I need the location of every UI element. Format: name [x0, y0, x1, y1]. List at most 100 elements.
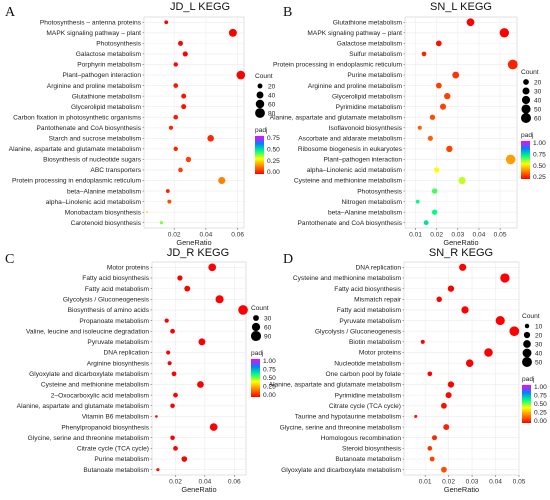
count-legend-title: Count	[521, 69, 539, 76]
category-label: Carotenoid biosynthesis	[71, 220, 142, 227]
category-label: beta–Alanine metabolism	[328, 209, 403, 216]
padj-legend-label: 0.00	[534, 418, 547, 425]
category-label: Porphyrin metabolism	[77, 62, 141, 69]
category-label: Fatty acid metabolism	[337, 307, 402, 314]
data-point	[164, 20, 169, 25]
panel-title: SN_L KEGG	[430, 1, 492, 13]
data-point	[431, 209, 438, 215]
category-label: Pyrimidine metabolism	[336, 104, 403, 111]
count-legend-label: 20	[535, 332, 543, 339]
category-label: Pyrimidine metabolism	[335, 392, 402, 399]
data-point	[458, 176, 466, 185]
data-point	[441, 402, 447, 409]
category-label: Glycolysis / Gluconeogenesis	[63, 296, 150, 303]
data-point	[452, 71, 460, 79]
category-label: Galactose metabolism	[337, 41, 403, 48]
count-legend-dot	[256, 91, 264, 99]
data-point	[168, 125, 174, 130]
data-point	[181, 93, 187, 99]
x-axis-label: GeneRatio	[443, 238, 478, 247]
count-legend-dot	[523, 331, 531, 339]
category-label: Ascorbate and aldarate metabolism	[298, 136, 402, 143]
category-label: Propanoate metabolism	[79, 318, 149, 325]
x-axis-label: GeneRatio	[181, 485, 216, 494]
data-point	[427, 446, 433, 451]
category-label: Sulfur metabolism	[349, 51, 402, 58]
category-label: Photosynthesis	[96, 41, 141, 48]
data-point	[173, 392, 178, 398]
data-point	[218, 176, 226, 185]
padj-legend-label: 0.25	[263, 384, 276, 391]
x-tick-label: 0.06	[228, 479, 241, 486]
data-point	[427, 135, 433, 141]
category-label: DNA replication	[356, 265, 402, 272]
data-point	[414, 414, 418, 418]
data-point	[429, 114, 436, 120]
panel-title: JD_R KEGG	[167, 247, 229, 259]
count-legend-dot	[250, 330, 262, 342]
count-legend-label: 60	[534, 115, 542, 122]
data-point	[178, 40, 183, 46]
category-label: alpha–Linolenic acid metabolism	[307, 167, 403, 174]
padj-legend-label: 0.75	[533, 152, 546, 159]
category-label: Cysteine and methionine metabolism	[294, 178, 403, 185]
category-label: Galactose metabolism	[76, 51, 142, 58]
category-label: Plant–pathogen interaction	[63, 72, 142, 79]
data-point	[228, 28, 237, 37]
category-label: Protein processing in endoplasmic reticu…	[12, 178, 142, 185]
count-legend-label: 40	[268, 92, 276, 99]
data-point	[466, 18, 475, 27]
x-axis-label: GeneRatio	[176, 238, 211, 247]
count-legend-label: 30	[535, 341, 543, 348]
count-legend-label: 90	[264, 333, 272, 340]
count-legend-dot	[523, 79, 529, 85]
padj-legend-label: 0.25	[533, 174, 546, 181]
data-point	[167, 199, 172, 204]
category-label: Alanine, aspartate and glutamate metabol…	[17, 403, 150, 410]
plot-area	[151, 261, 247, 476]
padj-legend-label: 1.00	[533, 140, 546, 147]
padj-legend-title: padj	[251, 350, 264, 357]
panel-letter: A	[5, 5, 16, 20]
category-label: Glutathione metabolism	[72, 93, 142, 100]
category-label: Plant–pathogen interaction	[324, 157, 403, 164]
category-label: Mismatch repair	[354, 296, 402, 303]
category-label: Pyruvate metabolism	[339, 318, 401, 325]
count-legend-dot	[522, 87, 530, 95]
padj-legend-label: 1.00	[263, 358, 276, 365]
x-tick-label: 0.04	[198, 479, 211, 486]
data-point	[507, 59, 518, 70]
panel-d: D SN_R KEGG DNA replication Cysteine and me…	[269, 247, 547, 494]
count-legend-label: 60	[264, 324, 272, 331]
category-label: alpha–Linolenic acid metabolism	[46, 199, 142, 206]
category-label: Glyoxylate and dicarboxylate metabolism	[281, 467, 401, 474]
x-tick-label: 0.05	[513, 479, 526, 486]
data-point	[165, 189, 170, 193]
category-label: Glycolysis / Gluconeogenesis	[315, 328, 402, 335]
data-point	[181, 104, 187, 110]
data-point	[465, 359, 474, 367]
data-point	[499, 28, 509, 38]
category-label: Biotin metabolism	[349, 339, 402, 346]
category-label: Photosynthesis	[357, 188, 402, 195]
category-label: Alanine, aspartate and glutamate metabol…	[269, 382, 402, 389]
data-point	[484, 348, 493, 357]
count-legend-label: 10	[535, 323, 543, 330]
data-point	[443, 424, 450, 431]
category-label: Butanoate metabolism	[335, 456, 401, 463]
data-point	[146, 211, 149, 214]
data-point	[495, 316, 505, 326]
category-label: Alanine, aspartate and glutamate metabol…	[270, 114, 403, 121]
category-label: Nucleotide metabolism	[334, 360, 401, 367]
padj-legend-label: 0.25	[534, 410, 547, 417]
data-point	[215, 295, 224, 304]
count-legend-label: 60	[268, 101, 276, 108]
data-point	[197, 381, 204, 388]
category-label: Arginine and proline metabolism	[47, 83, 142, 90]
x-tick-label: 0.03	[451, 232, 464, 239]
x-tick-label: 0.01	[409, 232, 422, 239]
count-legend-dot	[521, 95, 531, 105]
data-point	[445, 392, 452, 399]
data-point	[209, 423, 218, 431]
category-label: beta–Alanine metabolism	[67, 188, 142, 195]
